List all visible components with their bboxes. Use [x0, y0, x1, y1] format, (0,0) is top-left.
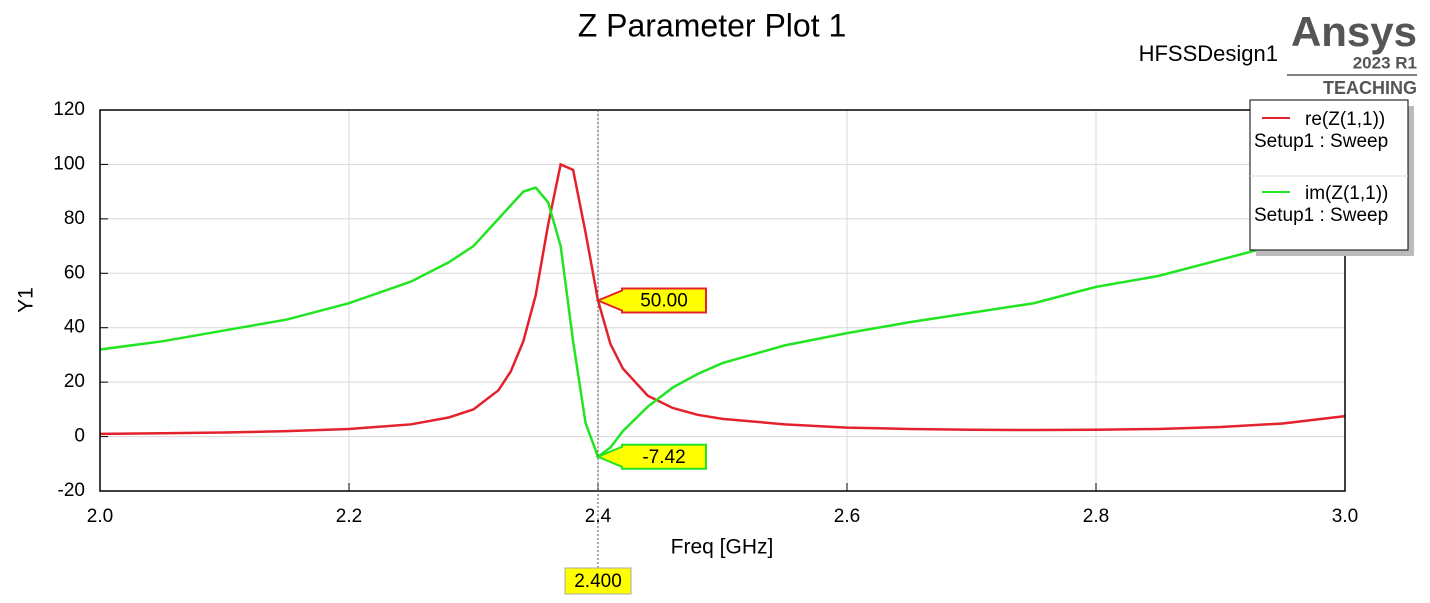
y-tick-label: 0 [74, 426, 85, 447]
plot-frame [99, 109, 1346, 492]
x-tick-label: 2.8 [1083, 506, 1109, 527]
legend-setup: Setup1 : Sweep [1254, 131, 1388, 152]
x-tick-label: 3.0 [1332, 506, 1358, 527]
legend-label: im(Z(1,1)) [1305, 183, 1388, 204]
y-axis-label: Y1 [15, 287, 38, 313]
series-line [99, 162, 1346, 436]
brand-version: 2023 R1 [1353, 53, 1417, 72]
y-tick-label: 80 [64, 208, 85, 229]
x-tick-label: 2.4 [585, 506, 612, 527]
markers: 2.400 50.00 -7.42 [564, 110, 707, 595]
y-tick-label: 120 [53, 99, 85, 120]
legend-label: re(Z(1,1)) [1305, 109, 1385, 130]
marker-box [595, 443, 707, 470]
y-tick-label: 60 [64, 262, 85, 283]
y-tick-label: 40 [64, 317, 85, 338]
plot [99, 162, 1346, 459]
marker-x-label: 2.400 [574, 571, 622, 592]
x-tick-label: 2.6 [834, 506, 860, 527]
legend: re(Z(1,1))Setup1 : Sweepim(Z(1,1))Setup1… [1249, 99, 1414, 256]
marker-box [595, 287, 707, 314]
y-tick-label: -20 [58, 480, 85, 501]
marker-x-box [564, 567, 632, 595]
marker-label: 50.00 [640, 291, 688, 312]
chart-title: Z Parameter Plot 1 [578, 7, 847, 43]
brand-edition: TEACHING [1323, 78, 1417, 98]
series-line [99, 186, 1346, 459]
brand-name: Ansys [1291, 8, 1417, 55]
design-name: HFSSDesign1 [1139, 41, 1278, 66]
legend-setup: Setup1 : Sweep [1254, 205, 1388, 226]
x-axis-label: Freq [GHz] [671, 536, 774, 559]
x-tick-label: 2.0 [87, 506, 113, 527]
y-tick-label: 20 [64, 371, 85, 392]
grid [99, 109, 1346, 492]
x-tick-label: 2.2 [336, 506, 362, 527]
marker-label: -7.42 [642, 447, 685, 468]
legend-box [1249, 99, 1409, 251]
y-tick-label: 100 [53, 153, 85, 174]
